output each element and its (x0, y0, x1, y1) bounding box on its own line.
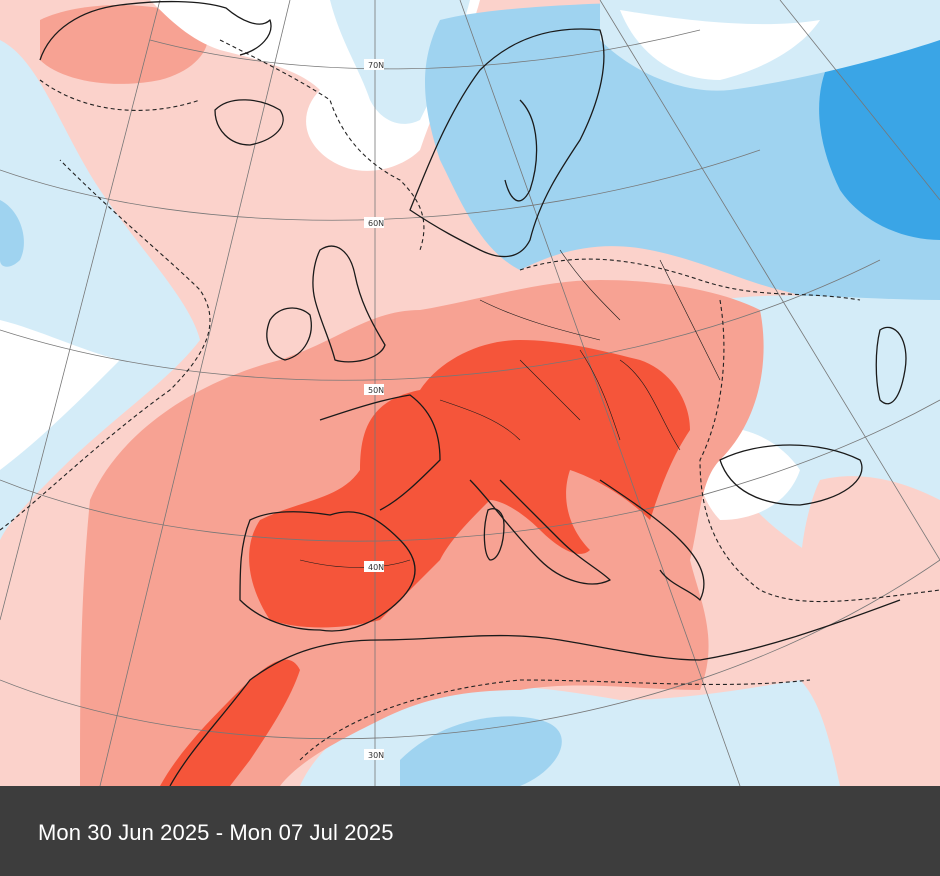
contour-north (219, 39, 425, 251)
lat-label-text-30n: 30N (368, 751, 384, 760)
coastline-ireland (266, 307, 312, 361)
lat-label-text-40n: 40N (368, 563, 384, 572)
lat-label-60n: 60N (364, 217, 384, 228)
meridian-3 (459, 0, 741, 786)
lat-label-text-70n: 70N (368, 61, 384, 70)
border-g (659, 259, 721, 381)
contour-south (299, 679, 811, 761)
lat-label-50n: 50N (364, 384, 384, 395)
coastline-great-britain (312, 245, 386, 363)
contour-greenland (39, 79, 201, 111)
lat-label-text-60n: 60N (368, 219, 384, 228)
border-c (579, 349, 621, 441)
contour-balkans (699, 299, 940, 603)
dashed-contours (0, 39, 940, 761)
lat-label-70n: 70N (364, 59, 384, 70)
coastline-iceland (214, 99, 284, 146)
strong-warm-anomaly-core (249, 340, 690, 628)
neutral-band-west-atlantic (0, 320, 120, 470)
latitude-labels: 70N 60N 50N 40N 30N (364, 59, 384, 760)
border-b (519, 359, 581, 421)
moderate-cold-west-atlantic (0, 200, 24, 267)
parallel-40n (0, 399, 940, 542)
caption-bar: Mon 30 Jun 2025 - Mon 07 Jul 2025 (0, 786, 940, 876)
meridian-5 (0, 0, 161, 621)
forecast-map: 70N 60N 50N 40N 30N (0, 0, 940, 786)
coastline-iberia (239, 511, 416, 632)
contour-east (519, 258, 861, 301)
contour-west (0, 159, 211, 531)
meridian-4 (599, 0, 940, 561)
parallel-70n (149, 29, 701, 70)
coastline-france (319, 394, 441, 511)
lat-label-30n: 30N (364, 749, 384, 760)
meridian-6 (779, 0, 940, 201)
border-a (439, 399, 521, 441)
lat-label-40n: 40N (364, 561, 384, 572)
strong-cold-russia (819, 26, 940, 240)
coastline-greenland (39, 0, 272, 61)
lat-label-text-50n: 50N (368, 386, 384, 395)
warm-anomaly-middle-east (800, 476, 940, 786)
coastline-black-sea (719, 444, 863, 506)
coastline-north-africa (169, 599, 901, 786)
graticule (0, 0, 940, 786)
meridian-1 (99, 0, 291, 786)
border-h (299, 559, 411, 568)
border-e (479, 299, 601, 341)
coastline-baltic (504, 99, 538, 202)
coastlines (39, 0, 907, 786)
coastline-italy (469, 479, 611, 585)
parallel-50n (0, 259, 881, 381)
neutral-band-north-russia (620, 10, 820, 80)
cold-anomaly-scandinavia-russia (425, 0, 940, 330)
cold-anomaly-norwegian-sea (330, 0, 470, 124)
date-range-caption: Mon 30 Jun 2025 - Mon 07 Jul 2025 (38, 820, 394, 845)
border-d (619, 359, 681, 451)
parallel-30n (0, 559, 940, 740)
parallel-60n (0, 149, 761, 221)
strong-warm-anomaly-morocco (160, 659, 300, 786)
country-borders (299, 249, 721, 568)
coastline-balkans-greece (599, 479, 705, 601)
border-f (559, 249, 621, 321)
coastline-scandinavia (409, 28, 605, 258)
warm-anomaly-greenland (40, 5, 208, 84)
coastline-caspian (875, 326, 907, 405)
coastline-sardinia (483, 508, 505, 561)
anomaly-map-svg: 70N 60N 50N 40N 30N (0, 0, 940, 786)
